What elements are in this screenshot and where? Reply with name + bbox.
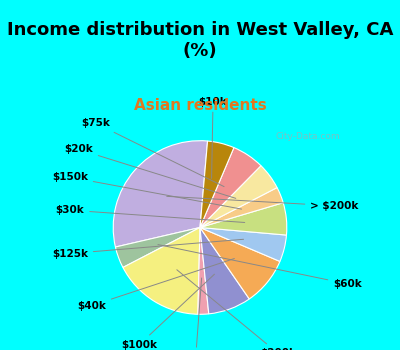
- Text: $40k: $40k: [77, 259, 234, 310]
- Text: $10k: $10k: [199, 97, 227, 178]
- Text: $75k: $75k: [82, 118, 224, 187]
- Text: $200k: $200k: [177, 270, 296, 350]
- Wedge shape: [200, 188, 283, 228]
- Wedge shape: [200, 141, 234, 228]
- Wedge shape: [200, 228, 249, 314]
- Wedge shape: [200, 228, 280, 299]
- Text: $150k: $150k: [52, 172, 242, 209]
- Wedge shape: [200, 203, 287, 235]
- Text: $20k: $20k: [64, 145, 236, 198]
- Text: > $200k: > $200k: [167, 196, 359, 211]
- Text: $50k: $50k: [181, 278, 210, 350]
- Text: $60k: $60k: [158, 245, 362, 289]
- Wedge shape: [113, 141, 208, 247]
- Wedge shape: [200, 228, 286, 261]
- Text: City-Data.com: City-Data.com: [275, 132, 340, 141]
- Text: Income distribution in West Valley, CA
(%): Income distribution in West Valley, CA (…: [7, 21, 393, 60]
- Wedge shape: [200, 148, 261, 228]
- Wedge shape: [200, 166, 277, 228]
- Text: $30k: $30k: [56, 205, 245, 223]
- Text: Asian residents: Asian residents: [134, 98, 266, 113]
- Wedge shape: [198, 228, 209, 314]
- Text: $100k: $100k: [121, 274, 214, 350]
- Wedge shape: [123, 228, 200, 314]
- Wedge shape: [116, 228, 200, 267]
- Text: $125k: $125k: [52, 239, 244, 259]
